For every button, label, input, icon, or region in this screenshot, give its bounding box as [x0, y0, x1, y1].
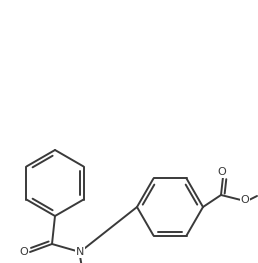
Text: O: O: [218, 167, 226, 177]
Text: O: O: [241, 195, 249, 205]
Text: N: N: [76, 247, 84, 257]
Text: O: O: [20, 247, 28, 257]
